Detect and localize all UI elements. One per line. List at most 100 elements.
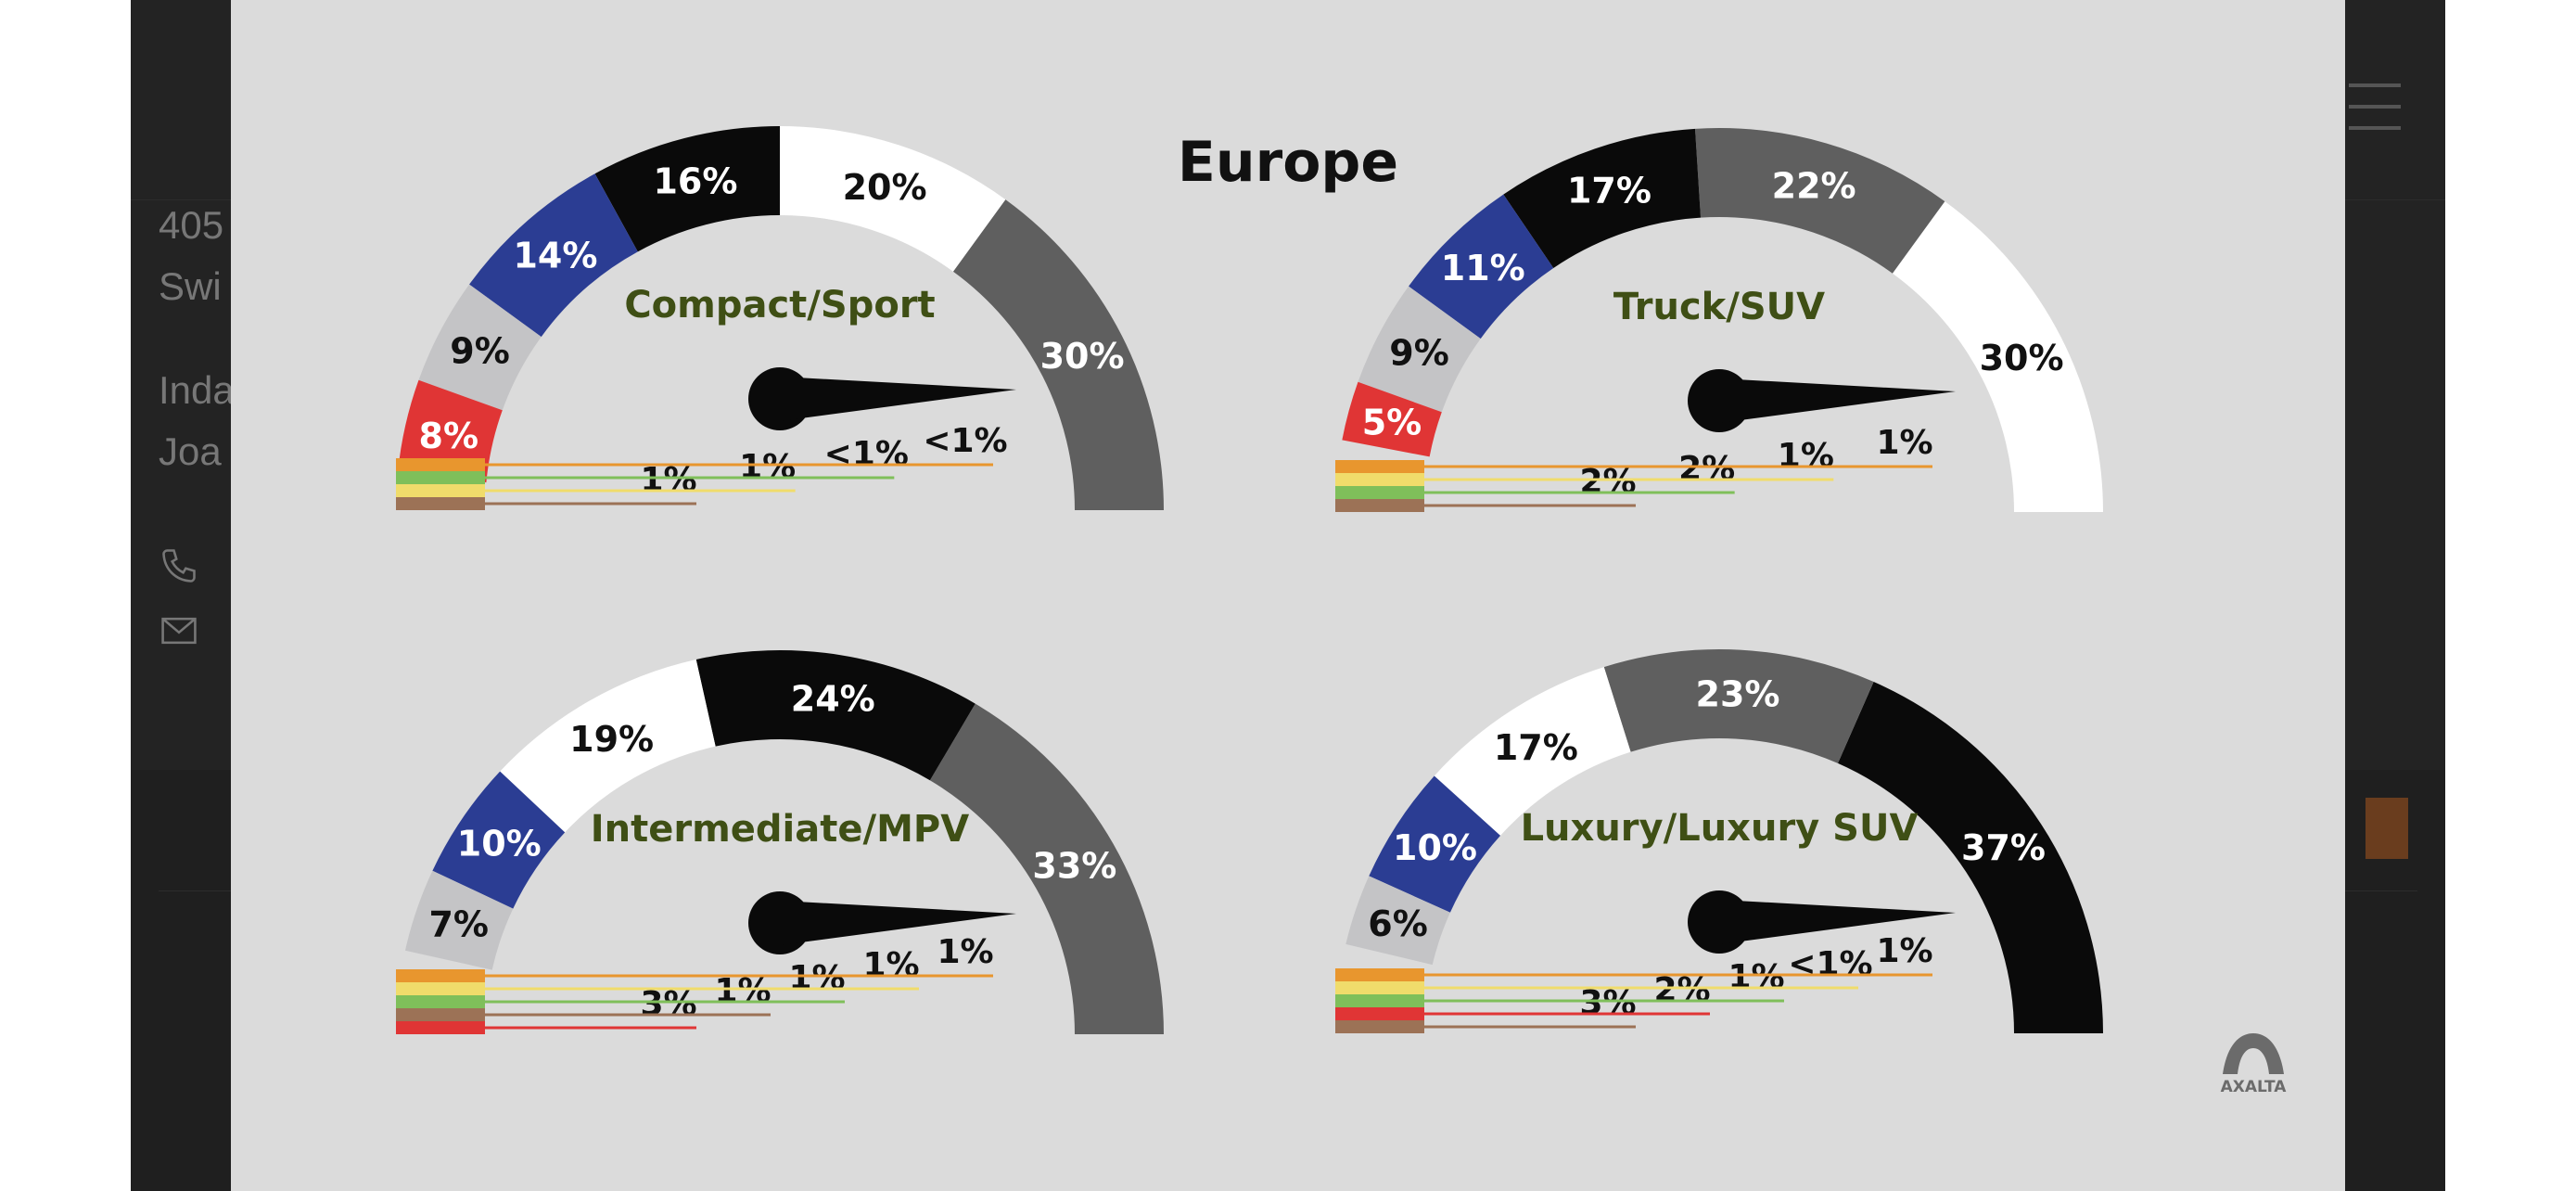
small-segment (1335, 968, 1424, 981)
segment-label: 14% (513, 235, 597, 275)
segment-label: 22% (1772, 166, 1856, 207)
gauge-segment (469, 173, 638, 338)
segment-label: 23% (1696, 674, 1780, 715)
small-segment-label: 1% (739, 448, 796, 486)
small-segment-label: 2% (1579, 463, 1636, 501)
gauge-category-label: Intermediate/MPV (591, 808, 969, 851)
contact-name-line-1: Inda (159, 368, 235, 412)
segment-label: 17% (1494, 727, 1578, 768)
gauge-segment (1503, 128, 1702, 268)
address-line-1: 405 (159, 203, 224, 247)
small-segment (1335, 1007, 1424, 1020)
segment-label: 9% (1389, 333, 1449, 374)
gauge-segment (1695, 128, 1945, 274)
small-segment-label: 1% (1876, 932, 1932, 970)
small-segment-label: <1% (1788, 945, 1872, 983)
segment-label: 37% (1961, 827, 2046, 868)
segment-label: 5% (1362, 402, 1422, 442)
small-segment (396, 995, 485, 1008)
contact-name-line-2: Joa (159, 429, 222, 473)
segment-label: 24% (791, 679, 875, 720)
small-segment (396, 969, 485, 982)
segment-label: 17% (1567, 171, 1651, 211)
small-segment (396, 471, 485, 484)
gauge-segment (432, 771, 566, 909)
gauge-segment (418, 284, 542, 411)
gauge-segment (397, 379, 503, 483)
needle (1719, 378, 1956, 423)
small-segment (396, 458, 485, 471)
address-line-2: Swi (159, 264, 222, 308)
gauge-category-label: Truck/SUV (1613, 286, 1825, 328)
email-icon[interactable] (159, 610, 199, 651)
small-segment (1335, 994, 1424, 1007)
small-segment-label: 1% (714, 972, 771, 1010)
segment-label: 16% (653, 160, 737, 201)
small-segment-label: <1% (824, 435, 909, 473)
small-segment (1335, 486, 1424, 499)
gauge-segment (929, 703, 1164, 1034)
small-segment (396, 497, 485, 510)
gauge-segment (1892, 201, 2103, 513)
small-segment-label: 1% (1876, 424, 1932, 462)
segment-label: 19% (569, 719, 654, 760)
phone-icon[interactable] (159, 545, 199, 586)
gauge-segment (1837, 682, 2103, 1033)
segment-label: 20% (843, 167, 927, 208)
small-segment (396, 484, 485, 497)
small-segment-label: 2% (1653, 971, 1710, 1009)
small-segment-label: 1% (1728, 958, 1784, 996)
gauge-segment (500, 659, 716, 833)
small-segment (1335, 460, 1424, 473)
small-segment-label: 1% (640, 461, 696, 499)
segment-label: 10% (457, 823, 542, 864)
small-segment-label: 1% (1778, 437, 1834, 475)
segment-label: 9% (450, 331, 510, 372)
small-segment (1335, 1020, 1424, 1033)
axalta-logo-text: AXALTA (2220, 1078, 2287, 1096)
small-segment-label: 2% (1678, 450, 1735, 488)
axalta-logo (2223, 1033, 2284, 1076)
small-segment-label: 3% (1579, 984, 1636, 1022)
small-segment-label: 1% (862, 946, 919, 984)
gauge-category-label: Compact/Sport (624, 284, 935, 327)
segment-label: 8% (419, 416, 479, 456)
gauge-segment (780, 126, 1006, 272)
small-segment (1335, 473, 1424, 486)
segment-label: 30% (1980, 338, 2064, 378)
small-segment (1335, 499, 1424, 512)
segment-label: 30% (1040, 336, 1125, 377)
segment-label: 6% (1368, 903, 1428, 944)
gauge-charts: 30%20%16%14%9%8%1% 1% <1% <1%Compact/Sport3… (396, 126, 2103, 1034)
needle (780, 901, 1016, 945)
gauge-segment (1358, 286, 1481, 413)
footer-badge (2366, 798, 2408, 859)
small-segment (396, 1008, 485, 1021)
segment-label: 11% (1441, 248, 1525, 288)
small-segment-label: 1% (788, 959, 845, 997)
segment-label: 10% (1393, 827, 1477, 868)
small-segment (396, 1021, 485, 1034)
gauge-category-label: Luxury/Luxury SUV (1521, 807, 1919, 850)
chart-title: Europe (1177, 130, 1399, 195)
small-segment-label: <1% (923, 422, 1007, 460)
needle (1719, 900, 1956, 944)
gauge-segment (404, 870, 514, 970)
gauge-segment (1369, 775, 1501, 913)
image-lightbox: 30% 20% 16% 14% 9% 8% 1% 1% <1% <1% Compact/Sport 3… (231, 0, 2345, 1191)
small-segment-label: 1% (937, 933, 993, 971)
gauge-segment (1345, 876, 1450, 966)
small-segment (396, 982, 485, 995)
gauge-segment (1409, 194, 1554, 339)
gauge-segment (1342, 381, 1442, 457)
gauge-segment (1603, 649, 1874, 763)
small-segment (1335, 981, 1424, 994)
gauge-segment (1434, 667, 1631, 836)
small-segment-label: 3% (640, 985, 696, 1023)
gauge-segment (952, 199, 1164, 511)
gauge-segment (594, 126, 780, 252)
segment-label: 7% (428, 903, 489, 944)
gauge-segment (695, 650, 976, 781)
menu-icon[interactable] (2347, 74, 2403, 139)
segment-label: 33% (1032, 846, 1116, 887)
